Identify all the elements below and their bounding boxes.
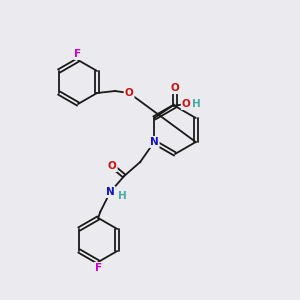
Text: F: F: [95, 263, 102, 273]
Text: H: H: [192, 99, 201, 109]
Text: O: O: [171, 83, 179, 93]
Text: F: F: [74, 49, 82, 59]
Text: N: N: [150, 137, 159, 147]
Text: O: O: [125, 88, 134, 98]
Text: O: O: [108, 161, 117, 171]
Text: O: O: [182, 99, 190, 109]
Text: H: H: [118, 191, 127, 201]
Text: N: N: [106, 187, 115, 197]
